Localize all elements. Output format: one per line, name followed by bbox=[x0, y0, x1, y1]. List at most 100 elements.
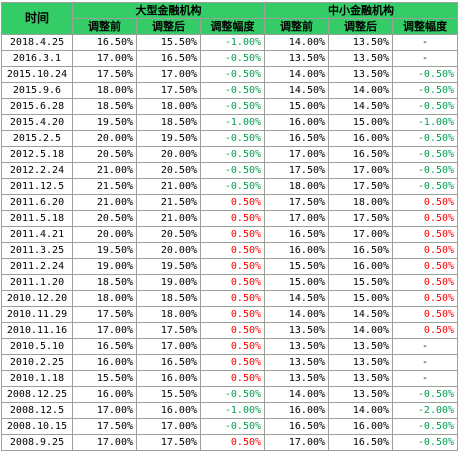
small-change-cell: - bbox=[392, 50, 459, 67]
small-after-cell: 17.00% bbox=[328, 226, 394, 243]
small-before-cell: 13.50% bbox=[264, 370, 330, 387]
date-cell: 2016.3.1 bbox=[1, 50, 73, 67]
small-change-cell: 0.50% bbox=[392, 274, 459, 291]
large-before-cell: 21.00% bbox=[72, 194, 137, 211]
large-change-cell: 0.50% bbox=[199, 322, 266, 339]
small-after-cell: 16.00% bbox=[328, 418, 394, 435]
small-change-cell: - bbox=[392, 370, 459, 387]
large-before-cell: 18.00% bbox=[72, 82, 137, 99]
large-change-cell: 0.50% bbox=[199, 274, 266, 291]
large-change-cell: 0.50% bbox=[199, 338, 266, 355]
large-after-cell: 20.00% bbox=[136, 146, 201, 163]
small-before-cell: 14.50% bbox=[264, 290, 330, 307]
large-after-header: 调整后 bbox=[136, 18, 201, 35]
small-after-cell: 13.50% bbox=[328, 386, 394, 403]
large-after-cell: 17.50% bbox=[136, 434, 201, 451]
small-after-cell: 13.50% bbox=[328, 50, 394, 67]
date-cell: 2008.10.15 bbox=[1, 418, 73, 435]
large-before-cell: 17.00% bbox=[72, 402, 137, 419]
time-header: 时间 bbox=[1, 2, 73, 35]
small-change-cell: -0.50% bbox=[392, 98, 459, 115]
small-before-cell: 17.00% bbox=[264, 434, 330, 451]
small-change-cell: -1.00% bbox=[392, 114, 459, 131]
date-cell: 2011.2.24 bbox=[1, 258, 73, 275]
table-row: 2008.12.5 17.00% 16.00% -1.00% 16.00% 14.00% -… bbox=[1, 402, 459, 419]
table-row: 2008.9.25 17.00% 17.50% 0.50% 17.00% 16.50% -0… bbox=[1, 434, 459, 451]
small-change-cell: -0.50% bbox=[392, 146, 459, 163]
table-body: 2018.4.25 16.50% 15.50% -1.00% 14.00% 13.50% -… bbox=[1, 34, 459, 451]
small-change-cell: - bbox=[392, 338, 459, 355]
date-cell: 2015.6.28 bbox=[1, 98, 73, 115]
small-before-cell: 15.50% bbox=[264, 258, 330, 275]
small-after-cell: 14.00% bbox=[328, 402, 394, 419]
date-cell: 2010.5.10 bbox=[1, 338, 73, 355]
table-row: 2011.5.18 20.50% 21.00% 0.50% 17.00% 17.50% 0.… bbox=[1, 210, 459, 227]
large-institutions-header: 大型金融机构 bbox=[71, 2, 266, 19]
large-change-cell: -0.50% bbox=[199, 98, 266, 115]
small-after-cell: 16.50% bbox=[328, 434, 394, 451]
table-row: 2015.9.6 18.00% 17.50% -0.50% 14.50% 14.00% -0… bbox=[1, 82, 459, 99]
large-before-header: 调整前 bbox=[72, 18, 137, 35]
date-cell: 2011.12.5 bbox=[1, 178, 73, 195]
date-cell: 2011.6.20 bbox=[1, 194, 73, 211]
large-after-cell: 18.50% bbox=[136, 114, 201, 131]
small-after-cell: 18.00% bbox=[328, 194, 394, 211]
large-change-cell: 0.50% bbox=[199, 434, 266, 451]
table-row: 2011.6.20 21.00% 21.50% 0.50% 17.50% 18.00% 0.… bbox=[1, 194, 459, 211]
small-before-cell: 14.00% bbox=[264, 386, 330, 403]
small-change-cell: 0.50% bbox=[392, 194, 459, 211]
table-row: 2012.2.24 21.00% 20.50% -0.50% 17.50% 17.00% -… bbox=[1, 162, 459, 179]
date-cell: 2010.12.20 bbox=[1, 290, 73, 307]
large-after-cell: 21.00% bbox=[136, 178, 201, 195]
small-change-cell: 0.50% bbox=[392, 210, 459, 227]
small-before-cell: 17.00% bbox=[264, 146, 330, 163]
small-change-cell: -0.50% bbox=[392, 386, 459, 403]
small-change-cell: -0.50% bbox=[392, 434, 459, 451]
small-after-cell: 16.50% bbox=[328, 242, 394, 259]
small-after-cell: 13.50% bbox=[328, 354, 394, 371]
table-row: 2010.5.10 16.50% 17.00% 0.50% 13.50% 13.50% - bbox=[1, 338, 459, 355]
large-after-cell: 18.50% bbox=[136, 290, 201, 307]
date-cell: 2011.4.21 bbox=[1, 226, 73, 243]
large-change-cell: -1.00% bbox=[199, 402, 266, 419]
small-after-cell: 13.50% bbox=[328, 338, 394, 355]
table-row: 2015.6.28 18.50% 18.00% -0.50% 15.00% 14.50% -… bbox=[1, 98, 459, 115]
small-after-cell: 15.00% bbox=[328, 114, 394, 131]
table-row: 2016.3.1 17.00% 16.50% -0.50% 13.50% 13.50% - bbox=[1, 50, 459, 67]
date-cell: 2011.1.20 bbox=[1, 274, 73, 291]
table-row: 2015.4.20 19.50% 18.50% -1.00% 16.00% 15.00% -… bbox=[1, 114, 459, 131]
table-row: 2011.12.5 21.50% 21.00% -0.50% 18.00% 17.50% -… bbox=[1, 178, 459, 195]
large-before-cell: 17.50% bbox=[72, 418, 137, 435]
small-before-cell: 16.00% bbox=[264, 242, 330, 259]
small-change-cell: -0.50% bbox=[392, 162, 459, 179]
small-before-cell: 13.50% bbox=[264, 338, 330, 355]
date-cell: 2010.1.18 bbox=[1, 370, 73, 387]
large-change-cell: -0.50% bbox=[199, 146, 266, 163]
large-before-cell: 20.50% bbox=[72, 146, 137, 163]
table-row: 2010.11.29 17.50% 18.00% 0.50% 14.00% 14.50% 0… bbox=[1, 306, 459, 323]
table-row: 2010.11.16 17.00% 17.50% 0.50% 13.50% 14.00% 0… bbox=[1, 322, 459, 339]
small-after-cell: 14.50% bbox=[328, 306, 394, 323]
table-row: 2011.1.20 18.50% 19.00% 0.50% 15.00% 15.50% 0.… bbox=[1, 274, 459, 291]
small-after-cell: 13.50% bbox=[328, 370, 394, 387]
large-after-cell: 16.00% bbox=[136, 402, 201, 419]
small-change-cell: 0.50% bbox=[392, 258, 459, 275]
header-row-columns: 调整前 调整后 调整幅度 调整前 调整后 调整幅度 bbox=[2, 18, 459, 35]
small-before-cell: 17.00% bbox=[264, 210, 330, 227]
large-change-cell: -0.50% bbox=[199, 162, 266, 179]
small-change-cell: 0.50% bbox=[392, 242, 459, 259]
date-cell: 2008.12.5 bbox=[1, 402, 73, 419]
date-cell: 2015.9.6 bbox=[1, 82, 73, 99]
small-change-cell: 0.50% bbox=[392, 226, 459, 243]
small-institutions-header: 中小金融机构 bbox=[264, 2, 459, 19]
table-row: 2008.10.15 17.50% 17.00% -0.50% 16.50% 16.00%… bbox=[1, 418, 459, 435]
large-change-cell: -0.50% bbox=[199, 418, 266, 435]
large-after-cell: 20.50% bbox=[136, 226, 201, 243]
large-after-cell: 18.00% bbox=[136, 98, 201, 115]
small-after-cell: 16.00% bbox=[328, 258, 394, 275]
large-change-cell: 0.50% bbox=[199, 370, 266, 387]
small-before-cell: 15.00% bbox=[264, 274, 330, 291]
table-row: 2010.12.20 18.00% 18.50% 0.50% 14.50% 15.00% 0… bbox=[1, 290, 459, 307]
small-change-cell: -0.50% bbox=[392, 82, 459, 99]
